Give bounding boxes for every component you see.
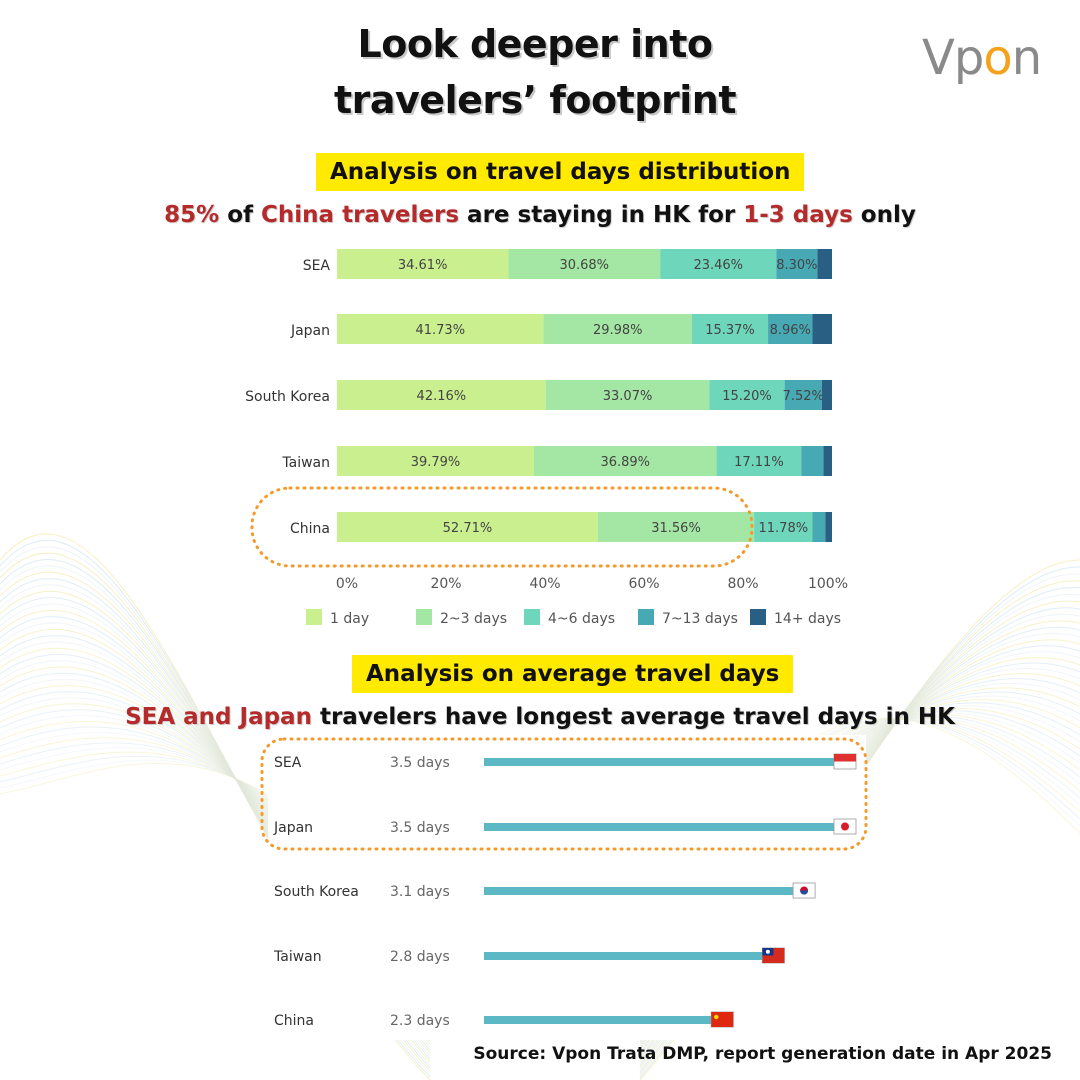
segment-label: 15.20% xyxy=(722,389,772,404)
legend-label: 2~3 days xyxy=(440,611,507,627)
bar-segment xyxy=(660,249,777,279)
bar-segment xyxy=(337,380,546,410)
segment-label: 29.98% xyxy=(593,323,643,338)
segment-label: 17.11% xyxy=(734,455,784,470)
highlight-callout xyxy=(250,486,754,568)
segment-label: 42.16% xyxy=(417,389,467,404)
japan-flag-icon xyxy=(833,818,857,835)
china-flag-icon xyxy=(710,1011,734,1028)
value-label: 3.5 days xyxy=(390,755,450,771)
legend-swatch xyxy=(416,609,432,625)
bar-segment xyxy=(776,249,818,279)
average-days-headline: SEA and Japan travelers have longest ave… xyxy=(125,704,955,730)
legend-swatch xyxy=(638,609,654,625)
average-travel-days-chart: SEA 3.5 days Japan 3.5 days South Korea 3.1 d… xyxy=(260,735,868,1040)
distribution-section-band: Analysis on travel days distribution xyxy=(316,153,805,191)
avg-bar xyxy=(484,758,842,766)
avg-bar xyxy=(484,1016,720,1024)
bar-segment xyxy=(337,314,544,344)
x-tick-label: 40% xyxy=(529,576,560,592)
segment-label: 41.73% xyxy=(415,323,465,338)
bar-segment xyxy=(709,380,785,410)
distribution-headline: 85% of China travelers are staying in HK… xyxy=(164,202,916,228)
bar-segment xyxy=(337,446,534,476)
x-tick-label: 0% xyxy=(336,576,358,592)
avg-bar xyxy=(484,952,771,960)
category-label: Taiwan xyxy=(273,949,322,965)
avg-bar xyxy=(484,823,842,831)
south-korea-flag-icon xyxy=(792,882,816,899)
value-label: 3.5 days xyxy=(390,820,450,836)
legend-label: 1 day xyxy=(330,611,369,627)
highlight-callout xyxy=(260,737,868,851)
bar-segment xyxy=(768,314,813,344)
bar-segment xyxy=(691,314,769,344)
legend-label: 7~13 days xyxy=(662,611,738,627)
travel-days-distribution-chart: SEA 34.61% 30.68% 23.46% 8.30% Japan 41.73% 29.… xyxy=(245,249,848,627)
segment-label: 8.30% xyxy=(776,258,817,273)
segment-label: 30.68% xyxy=(559,258,609,273)
segment-label: 36.89% xyxy=(600,455,650,470)
bar-segment xyxy=(821,380,832,410)
avg-bar xyxy=(484,887,802,895)
bar-segment xyxy=(801,446,824,476)
x-tick-label: 100% xyxy=(808,576,848,592)
bar-segment xyxy=(817,249,832,279)
bar-segment xyxy=(823,446,832,476)
vpon-logo: Vpon xyxy=(922,30,1042,86)
category-label: Japan xyxy=(273,820,313,836)
category-label: China xyxy=(290,521,330,537)
segment-label: 23.46% xyxy=(693,258,743,273)
segment-label: 52.71% xyxy=(443,521,493,536)
segment-label: 8.96% xyxy=(770,323,811,338)
value-label: 3.1 days xyxy=(390,884,450,900)
segment-label: 34.61% xyxy=(398,258,448,273)
category-label: China xyxy=(274,1013,314,1029)
average-days-section-band: Analysis on average travel days xyxy=(352,655,794,693)
bar-segment xyxy=(825,512,832,542)
bar-segment xyxy=(337,249,509,279)
segment-label: 7.52% xyxy=(783,389,824,404)
segment-label: 15.37% xyxy=(705,323,755,338)
segment-label: 11.78% xyxy=(759,521,809,536)
segment-label: 31.56% xyxy=(651,521,701,536)
bar-segment xyxy=(812,512,826,542)
bar-segment xyxy=(597,512,755,542)
bar-segment xyxy=(543,314,692,344)
legend-swatch xyxy=(524,609,540,625)
x-tick-label: 80% xyxy=(727,576,758,592)
category-label: South Korea xyxy=(245,389,330,405)
category-label: SEA xyxy=(274,755,302,771)
bar-segment xyxy=(337,512,598,542)
page-title-line-2: travelers’ footprint xyxy=(333,78,737,122)
category-label: South Korea xyxy=(274,884,359,900)
category-label: SEA xyxy=(303,258,331,274)
x-tick-label: 60% xyxy=(628,576,659,592)
x-tick-label: 20% xyxy=(430,576,461,592)
legend-swatch xyxy=(750,609,766,625)
page-title: Look deeper into xyxy=(357,22,713,66)
category-label: Taiwan xyxy=(281,455,330,471)
bar-segment xyxy=(508,249,661,279)
bar-segment xyxy=(545,380,710,410)
legend-label: 14+ days xyxy=(774,611,841,627)
value-label: 2.3 days xyxy=(390,1013,450,1029)
legend-label: 4~6 days xyxy=(548,611,615,627)
source-note: Source: Vpon Trata DMP, report generatio… xyxy=(473,1044,1052,1064)
bar-segment xyxy=(533,446,717,476)
category-label: Japan xyxy=(290,323,330,339)
bar-segment xyxy=(754,512,813,542)
segment-label: 39.79% xyxy=(411,455,461,470)
taiwan-flag-icon xyxy=(762,947,785,964)
singapore-flag-icon xyxy=(833,753,857,770)
bar-segment xyxy=(812,314,832,344)
bar-segment xyxy=(784,380,822,410)
segment-label: 33.07% xyxy=(603,389,653,404)
value-label: 2.8 days xyxy=(390,949,450,965)
bar-segment xyxy=(716,446,802,476)
legend-swatch xyxy=(306,609,322,625)
